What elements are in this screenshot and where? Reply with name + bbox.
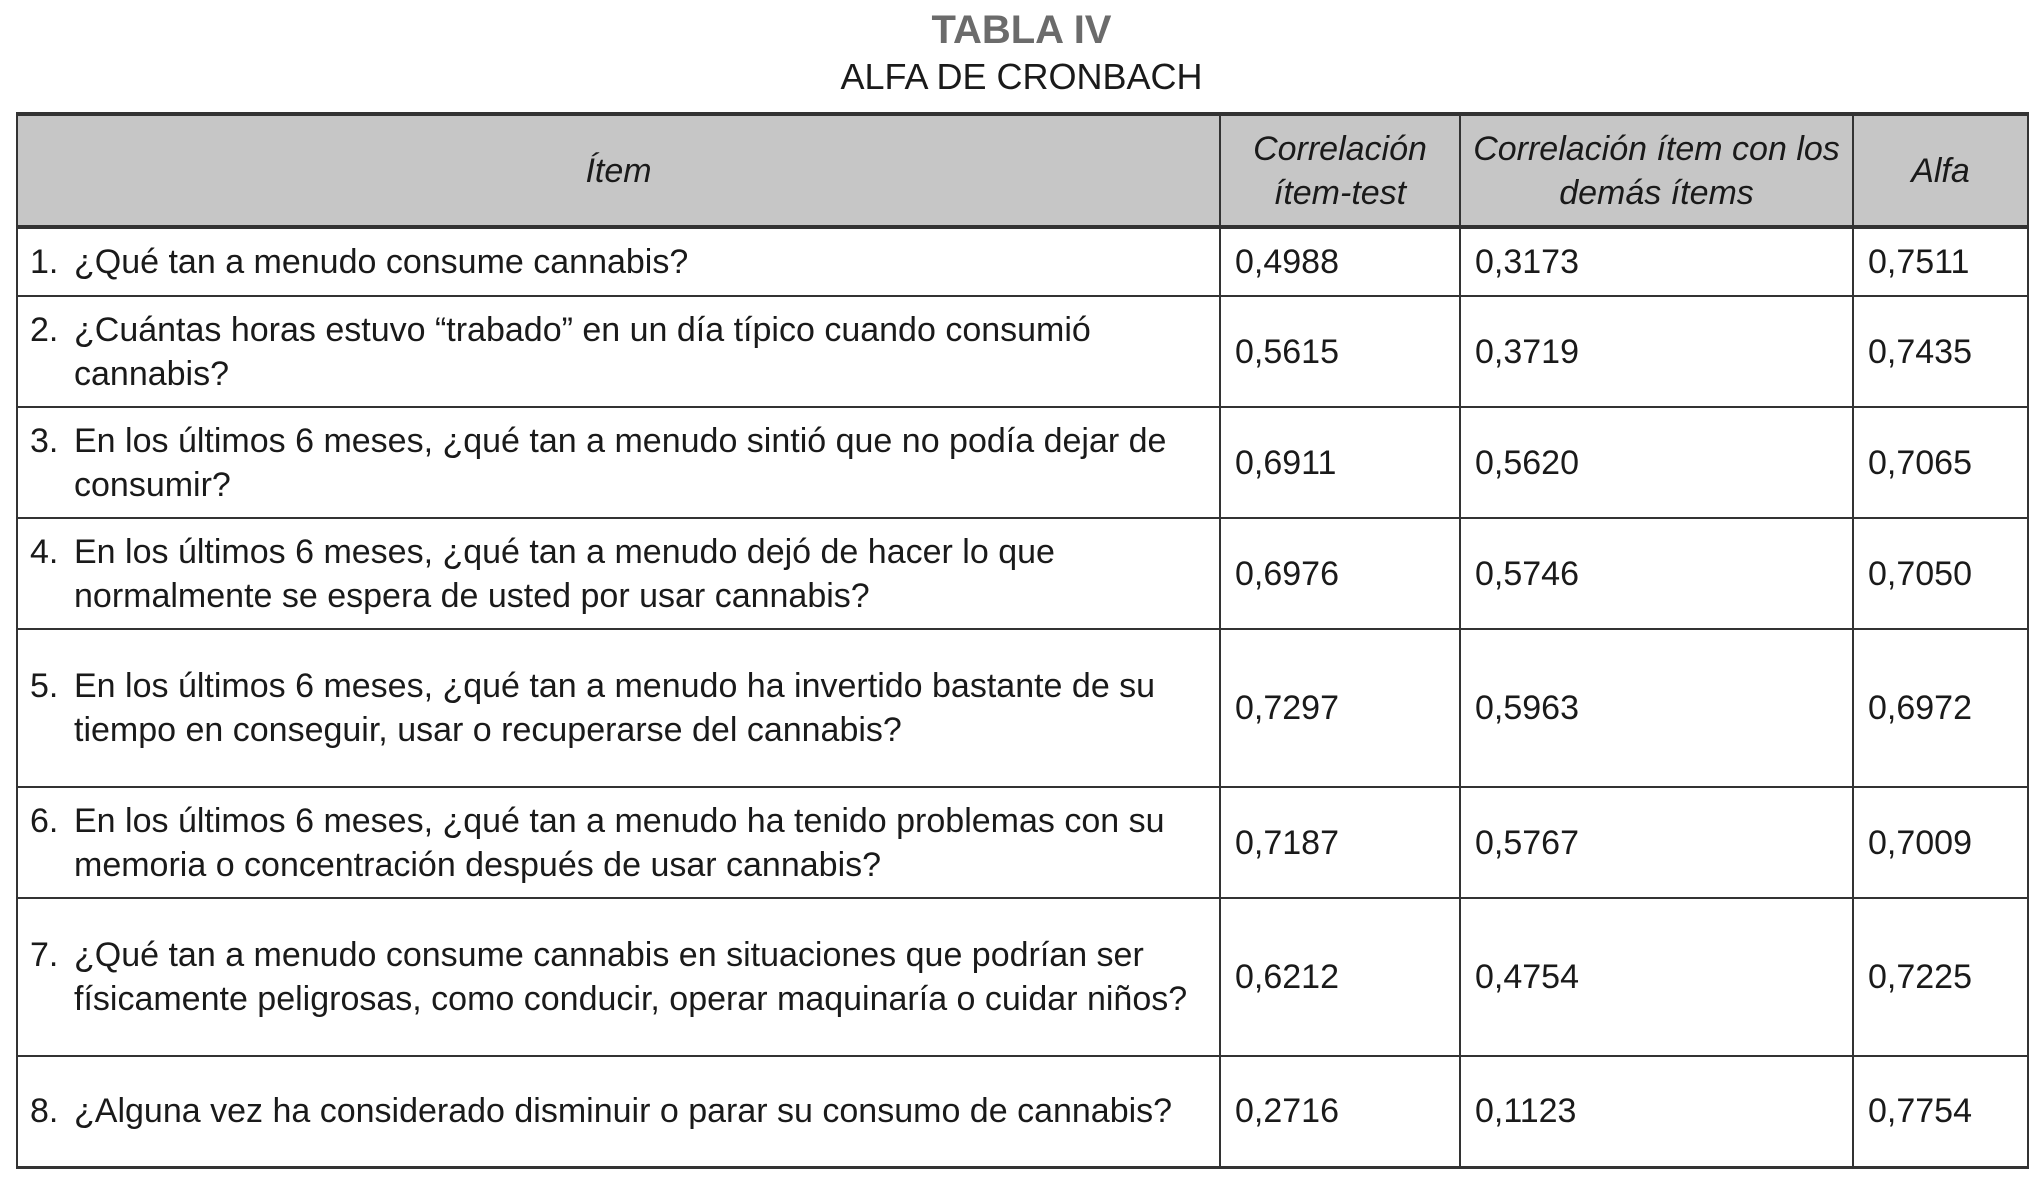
header-alfa: Alfa bbox=[1852, 112, 2029, 229]
item-rest-correlation: 0,5963 bbox=[1459, 628, 1854, 788]
cronbach-table: Ítem Correlación ítem-test Correlación í… bbox=[16, 112, 2029, 1169]
item-number: 7. bbox=[30, 936, 59, 974]
table-row: 6. En los últimos 6 meses, ¿qué tan a men… bbox=[16, 786, 2029, 899]
item-cell: 5. En los últimos 6 meses, ¿qué tan a men… bbox=[16, 628, 1221, 788]
item-text: ¿Qué tan a menudo consume cannabis en si… bbox=[74, 936, 1188, 1018]
item-test-correlation: 0,6911 bbox=[1219, 406, 1461, 519]
item-cell: 8. ¿Alguna vez ha considerado disminuir o… bbox=[16, 1055, 1221, 1169]
item-text: ¿Alguna vez ha considerado disminuir o p… bbox=[74, 1092, 1173, 1131]
item-rest-correlation: 0,1123 bbox=[1459, 1055, 1854, 1169]
item-text: ¿Cuántas horas estuvo “trabado” en un dí… bbox=[74, 310, 1091, 393]
item-number: 5. bbox=[30, 667, 59, 705]
item-test-correlation: 0,7297 bbox=[1219, 628, 1461, 788]
alfa-value: 0,7065 bbox=[1852, 406, 2029, 519]
item-number: 8. bbox=[30, 1092, 59, 1131]
table-row: 8. ¿Alguna vez ha considerado disminuir o… bbox=[16, 1055, 2029, 1169]
alfa-value: 0,7009 bbox=[1852, 786, 2029, 899]
item-test-correlation: 0,6212 bbox=[1219, 897, 1461, 1057]
item-number: 2. bbox=[30, 310, 59, 349]
alfa-value: 0,7050 bbox=[1852, 517, 2029, 630]
item-cell: 7. ¿Qué tan a menudo consume cannabis en … bbox=[16, 897, 1221, 1057]
item-number: 4. bbox=[30, 532, 59, 571]
table-row: 2. ¿Cuántas horas estuvo “trabado” en un … bbox=[16, 295, 2029, 408]
item-test-correlation: 0,5615 bbox=[1219, 295, 1461, 408]
item-test-correlation: 0,6976 bbox=[1219, 517, 1461, 630]
table-row: 5. En los últimos 6 meses, ¿qué tan a men… bbox=[16, 628, 2029, 788]
item-text: En los últimos 6 meses, ¿qué tan a menud… bbox=[74, 532, 1055, 615]
item-test-correlation: 0,4988 bbox=[1219, 226, 1461, 297]
alfa-value: 0,7511 bbox=[1852, 226, 2029, 297]
alfa-value: 0,7225 bbox=[1852, 897, 2029, 1057]
item-cell: 1. ¿Qué tan a menudo consume cannabis? bbox=[16, 226, 1221, 297]
item-number: 1. bbox=[30, 243, 59, 281]
header-item: Ítem bbox=[16, 112, 1221, 229]
alfa-value: 0,7435 bbox=[1852, 295, 2029, 408]
item-rest-correlation: 0,4754 bbox=[1459, 897, 1854, 1057]
item-rest-correlation: 0,3719 bbox=[1459, 295, 1854, 408]
header-item-rest: Correlación ítem con los demás ítems bbox=[1459, 112, 1854, 229]
item-rest-correlation: 0,5620 bbox=[1459, 406, 1854, 519]
alfa-value: 0,6972 bbox=[1852, 628, 2029, 788]
table-title: TABLA IV bbox=[931, 8, 1112, 52]
header-row: Ítem Correlación ítem-test Correlación í… bbox=[16, 112, 2029, 229]
item-number: 6. bbox=[30, 801, 59, 840]
table-row: 7. ¿Qué tan a menudo consume cannabis en … bbox=[16, 897, 2029, 1057]
item-cell: 2. ¿Cuántas horas estuvo “trabado” en un … bbox=[16, 295, 1221, 408]
table-subtitle: ALFA DE CRONBACH bbox=[840, 56, 1203, 97]
table-row: 4. En los últimos 6 meses, ¿qué tan a men… bbox=[16, 517, 2029, 630]
item-rest-correlation: 0,3173 bbox=[1459, 226, 1854, 297]
item-text: ¿Qué tan a menudo consume cannabis? bbox=[74, 243, 689, 281]
table-row: 1. ¿Qué tan a menudo consume cannabis? 0,… bbox=[16, 226, 2029, 297]
item-test-correlation: 0,7187 bbox=[1219, 786, 1461, 899]
item-test-correlation: 0,2716 bbox=[1219, 1055, 1461, 1169]
item-text: En los últimos 6 meses, ¿qué tan a menud… bbox=[74, 421, 1167, 504]
table-row: 3. En los últimos 6 meses, ¿qué tan a men… bbox=[16, 406, 2029, 519]
item-cell: 4. En los últimos 6 meses, ¿qué tan a men… bbox=[16, 517, 1221, 630]
item-number: 3. bbox=[30, 421, 59, 460]
item-cell: 3. En los últimos 6 meses, ¿qué tan a men… bbox=[16, 406, 1221, 519]
item-rest-correlation: 0,5767 bbox=[1459, 786, 1854, 899]
item-cell: 6. En los últimos 6 meses, ¿qué tan a men… bbox=[16, 786, 1221, 899]
item-text: En los últimos 6 meses, ¿qué tan a menud… bbox=[74, 667, 1156, 749]
alfa-value: 0,7754 bbox=[1852, 1055, 2029, 1169]
header-item-test: Correlación ítem-test bbox=[1219, 112, 1461, 229]
item-text: En los últimos 6 meses, ¿qué tan a menud… bbox=[74, 801, 1165, 884]
item-rest-correlation: 0,5746 bbox=[1459, 517, 1854, 630]
